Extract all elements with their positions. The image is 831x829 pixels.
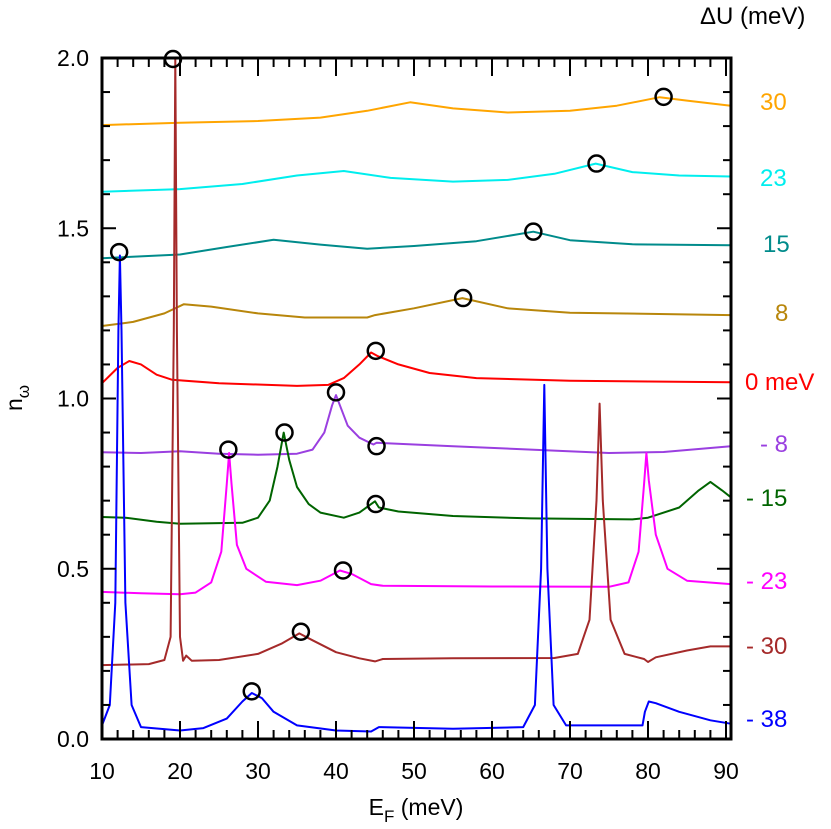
series-line-0 [101, 96, 731, 127]
legend-label-2: 15 [763, 231, 790, 258]
series-line-6 [101, 431, 732, 525]
peak-marker-6-1 [366, 494, 386, 514]
y-tick-label: 0.5 [57, 556, 89, 582]
x-tick-label: 20 [167, 758, 193, 784]
peak-marker-5-0 [326, 383, 346, 402]
legend-label-1: 23 [760, 165, 787, 192]
x-axis-title-unit: (meV) [394, 794, 463, 820]
curves [101, 57, 732, 733]
series-line-3 [101, 297, 731, 327]
peak-marker-7-1 [333, 561, 353, 580]
x-tick-label: 10 [89, 758, 115, 784]
x-tick-label: 60 [479, 758, 505, 784]
peak-marker-8-1 [291, 622, 311, 641]
legend-label-8: - 30 [746, 633, 787, 660]
peak-marker-0-0 [654, 87, 673, 107]
axes: 10 20 30 40 50 60 70 80 90 0.0 0.5 1.0 1.5 2.0 [57, 45, 739, 784]
peak-marker-6-0 [275, 423, 294, 442]
y-tick-label: 1.5 [57, 215, 89, 241]
x-axis-title: EF (meV) [369, 794, 464, 826]
peak-marker-9-0 [242, 682, 262, 701]
peak-marker-7-0 [219, 440, 238, 459]
series-line-2 [101, 230, 731, 260]
peak-marker-1-0 [587, 154, 606, 173]
plot-frame [100, 56, 733, 741]
peak-marker-3-0 [453, 288, 473, 308]
y-axis-title-main: n [1, 398, 27, 411]
legend-label-9: - 38 [746, 706, 787, 733]
series-line-8 [101, 57, 731, 667]
y-axis-title: nω [1, 385, 33, 411]
legend-label-4: 0 meV [745, 369, 814, 396]
x-tick-label: 90 [713, 758, 739, 784]
peak-marker-2-1 [524, 222, 543, 241]
y-tick-label: 0.0 [57, 726, 89, 752]
legend: ΔU (meV) 30 23 15 8 0 meV - 8 - 15 - 23 - 30 - 38 [700, 3, 814, 733]
peak-markers [109, 49, 673, 701]
legend-label-0: 30 [760, 89, 787, 116]
peak-marker-4-0 [366, 341, 386, 361]
y-axis-title-sub: ω [14, 385, 33, 398]
x-tick-label: 80 [635, 758, 661, 784]
legend-label-5: - 8 [760, 431, 788, 458]
x-tick-label: 30 [245, 758, 271, 784]
y-tick-label: 1.0 [57, 386, 89, 412]
x-tick-label: 50 [401, 758, 427, 784]
x-tick-label: 40 [323, 758, 349, 784]
series-line-7 [101, 452, 731, 596]
peak-marker-2-0 [109, 242, 129, 262]
series-line-1 [101, 162, 731, 193]
x-tick-label: 70 [557, 758, 583, 784]
legend-title: ΔU (meV) [700, 3, 805, 30]
legend-label-6: - 15 [746, 485, 787, 512]
series-line-4 [101, 351, 731, 387]
peak-marker-5-1 [367, 436, 386, 456]
series-line-5 [101, 394, 731, 456]
x-axis-title-sub: F [384, 807, 394, 826]
x-axis-title-main: E [369, 794, 384, 820]
y-tick-label: 2.0 [57, 45, 89, 71]
legend-label-7: - 23 [746, 568, 787, 595]
legend-label-3: 8 [775, 300, 788, 327]
